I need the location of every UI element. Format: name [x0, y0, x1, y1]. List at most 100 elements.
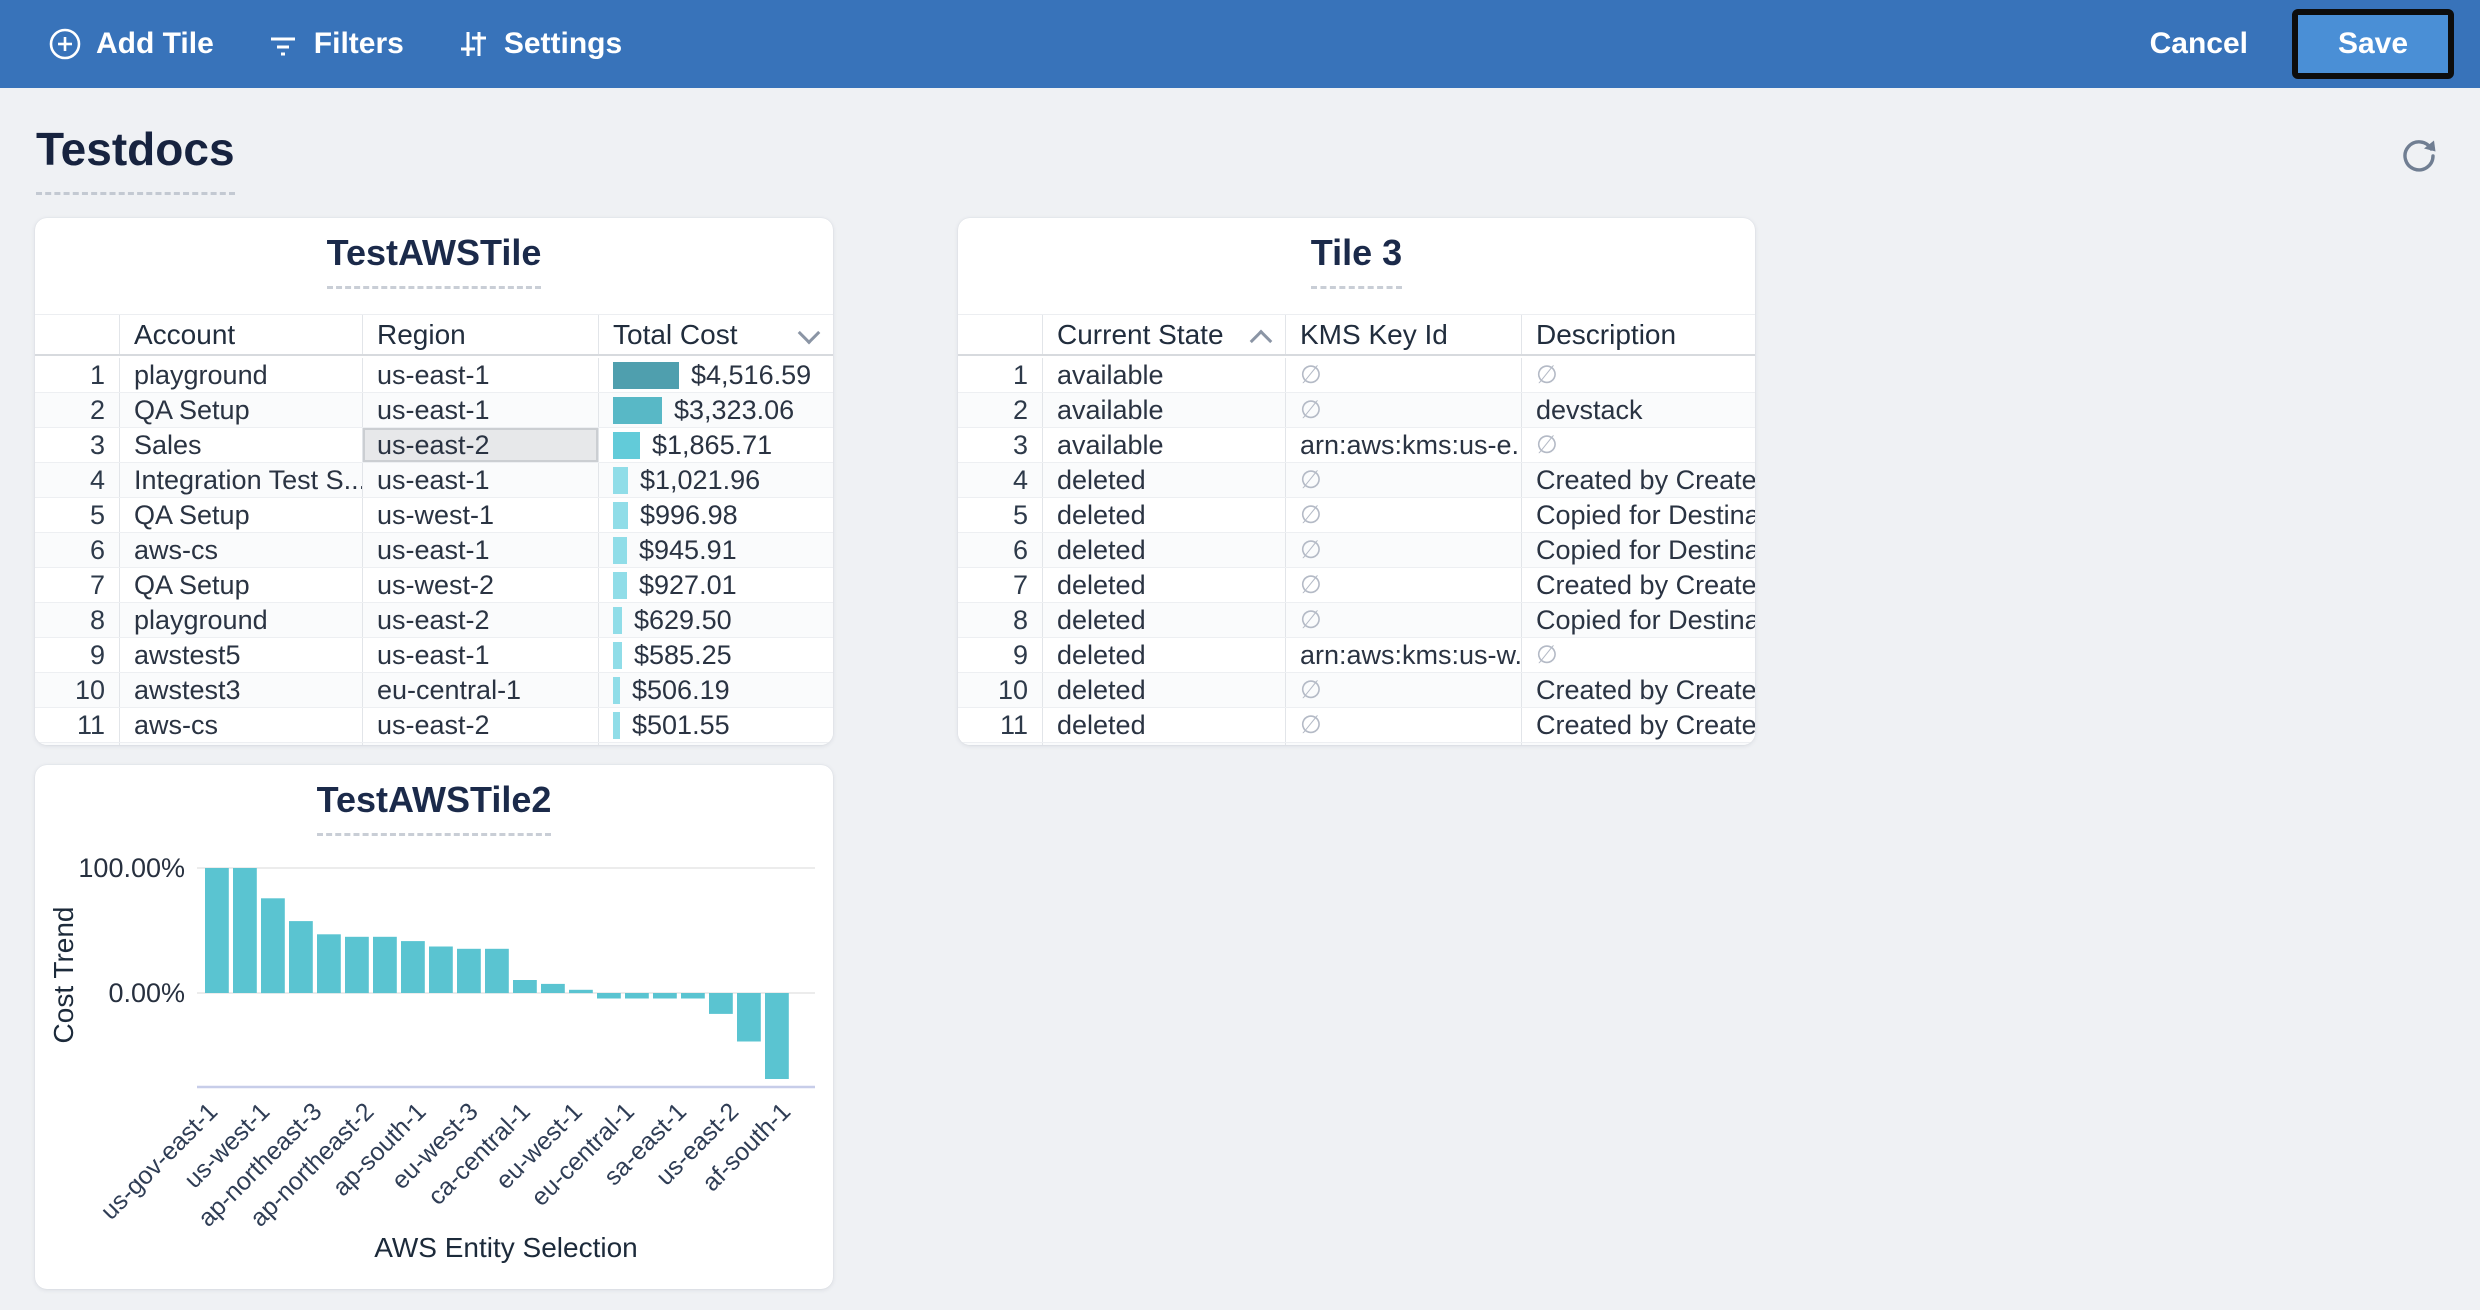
cell-total-cost[interactable]: $506.19	[598, 673, 833, 707]
cell-current-state[interactable]: deleted	[1042, 603, 1285, 637]
cell-region[interactable]: us-east-1	[362, 533, 598, 567]
cell-kms-key-id[interactable]: ∅	[1285, 673, 1521, 707]
cell-kms-key-id[interactable]: ∅	[1285, 568, 1521, 602]
cell-total-cost[interactable]: $3,323.06	[598, 393, 833, 427]
cell-kms-key-id[interactable]: ∅	[1285, 708, 1521, 742]
chart-bar[interactable]	[681, 993, 705, 999]
chart-bar[interactable]	[205, 868, 229, 993]
cell-region[interactable]: us-east-1	[362, 358, 598, 392]
chart-bar[interactable]	[765, 993, 789, 1079]
chart-bar[interactable]	[401, 941, 425, 993]
cell-account[interactable]: QA Setup	[119, 568, 362, 602]
chart-bar[interactable]	[569, 989, 593, 994]
chart-bar[interactable]	[625, 993, 649, 999]
header-cell-account[interactable]: Account	[119, 315, 362, 354]
cell-total-cost[interactable]: $927.01	[598, 568, 833, 602]
cell-region[interactable]: us-west-2	[362, 568, 598, 602]
chart-bar[interactable]	[429, 946, 453, 994]
chart-bar[interactable]	[457, 948, 481, 994]
cell-kms-key-id[interactable]: ∅	[1285, 463, 1521, 497]
cell-region[interactable]: us-east-2	[362, 603, 598, 637]
cell-region[interactable]: us-east-1	[362, 393, 598, 427]
add-tile-button[interactable]: Add Tile	[48, 27, 214, 61]
cell-account[interactable]: Integration Test S...	[119, 463, 362, 497]
cell-description[interactable]: Copied for Destina...	[1521, 603, 1755, 637]
settings-button[interactable]: Settings	[456, 27, 622, 61]
cell-description[interactable]: Created by Create...	[1521, 673, 1755, 707]
chart-bar[interactable]	[653, 993, 677, 999]
cell-total-cost[interactable]: $1,865.71	[598, 428, 833, 462]
cell-total-cost[interactable]	[598, 743, 833, 745]
cell-region[interactable]: us-east-1	[362, 638, 598, 672]
chart-bar[interactable]	[709, 993, 733, 1014]
cell-description[interactable]: Created by Create...	[1521, 463, 1755, 497]
cell-kms-key-id[interactable]: ∅	[1285, 358, 1521, 392]
cell-account[interactable]	[119, 743, 362, 745]
cell-total-cost[interactable]: $585.25	[598, 638, 833, 672]
page-title[interactable]: Testdocs	[36, 122, 235, 195]
cell-region[interactable]: eu-central-1	[362, 673, 598, 707]
cell-total-cost[interactable]: $996.98	[598, 498, 833, 532]
cell-current-state[interactable]: deleted	[1042, 673, 1285, 707]
cancel-button[interactable]: Cancel	[2149, 27, 2248, 60]
cell-kms-key-id[interactable]: arn:aws:kms:us-w...	[1285, 638, 1521, 672]
cell-description[interactable]: ∅	[1521, 638, 1755, 672]
cell-description[interactable]: Created by Create...	[1521, 568, 1755, 602]
chart-bar[interactable]	[513, 980, 537, 993]
cell-current-state[interactable]: available	[1042, 393, 1285, 427]
cell-kms-key-id[interactable]: ∅	[1285, 498, 1521, 532]
cell-current-state[interactable]: deleted	[1042, 708, 1285, 742]
cell-account[interactable]: QA Setup	[119, 498, 362, 532]
cell-account[interactable]: aws-cs	[119, 533, 362, 567]
cell-current-state[interactable]: deleted	[1042, 498, 1285, 532]
cell-region[interactable]	[362, 743, 598, 745]
tile2-title[interactable]: Tile 3	[1310, 232, 1403, 289]
header-cell-region[interactable]: Region	[362, 315, 598, 354]
cell-kms-key-id[interactable]: ∅	[1285, 533, 1521, 567]
cell-description[interactable]: Copied for Destina...	[1521, 498, 1755, 532]
tile3-title[interactable]: TestAWSTile2	[316, 779, 552, 836]
cell-description[interactable]: Copied for Destina...	[1521, 533, 1755, 567]
chart-bar[interactable]	[345, 936, 369, 994]
cell-region[interactable]: us-east-2	[362, 428, 598, 462]
chart-bar[interactable]	[737, 993, 761, 1042]
cell-account[interactable]: Sales	[119, 428, 362, 462]
chart-bar[interactable]	[597, 993, 621, 999]
cell-total-cost[interactable]: $1,021.96	[598, 463, 833, 497]
header-cell-current-state[interactable]: Current State	[1042, 315, 1285, 354]
header-cell-total-cost[interactable]: Total Cost	[598, 315, 833, 354]
header-cell-description[interactable]: Description	[1521, 315, 1755, 354]
filters-button[interactable]: Filters	[266, 27, 404, 61]
cell-current-state[interactable]: deleted	[1042, 638, 1285, 672]
chart-bar[interactable]	[233, 868, 257, 993]
chart-bar[interactable]	[485, 948, 509, 994]
cell-account[interactable]: playground	[119, 603, 362, 637]
chart-bar[interactable]	[373, 936, 397, 994]
cell-description[interactable]: ∅	[1521, 428, 1755, 462]
cell-region[interactable]: us-west-1	[362, 498, 598, 532]
cell-account[interactable]: awstest3	[119, 673, 362, 707]
cell-kms-key-id[interactable]: arn:aws:kms:us-e...	[1285, 428, 1521, 462]
cell-description[interactable]: ∅	[1521, 358, 1755, 392]
chart-bar[interactable]	[289, 921, 313, 993]
cell-total-cost[interactable]: $945.91	[598, 533, 833, 567]
chart-bar[interactable]	[541, 983, 565, 993]
cell-total-cost[interactable]: $629.50	[598, 603, 833, 637]
cell-description[interactable]: Created by Create...	[1521, 708, 1755, 742]
cell-current-state[interactable]: deleted	[1042, 463, 1285, 497]
cell-kms-key-id[interactable]: ∅	[1285, 393, 1521, 427]
cell-current-state[interactable]: deleted	[1042, 533, 1285, 567]
cell-account[interactable]: awstest5	[119, 638, 362, 672]
header-cell-kms-key-id[interactable]: KMS Key Id	[1285, 315, 1521, 354]
cell-region[interactable]: us-east-2	[362, 708, 598, 742]
cell-account[interactable]: QA Setup	[119, 393, 362, 427]
cell-current-state[interactable]: available	[1042, 428, 1285, 462]
chart-bar[interactable]	[317, 934, 341, 994]
tile1-title[interactable]: TestAWSTile	[326, 232, 542, 289]
refresh-button[interactable]	[2392, 130, 2446, 184]
cell-current-state[interactable]: available	[1042, 358, 1285, 392]
cell-description[interactable]: devstack	[1521, 393, 1755, 427]
save-button[interactable]: Save	[2292, 9, 2454, 79]
cell-account[interactable]: playground	[119, 358, 362, 392]
cell-kms-key-id[interactable]: ∅	[1285, 603, 1521, 637]
